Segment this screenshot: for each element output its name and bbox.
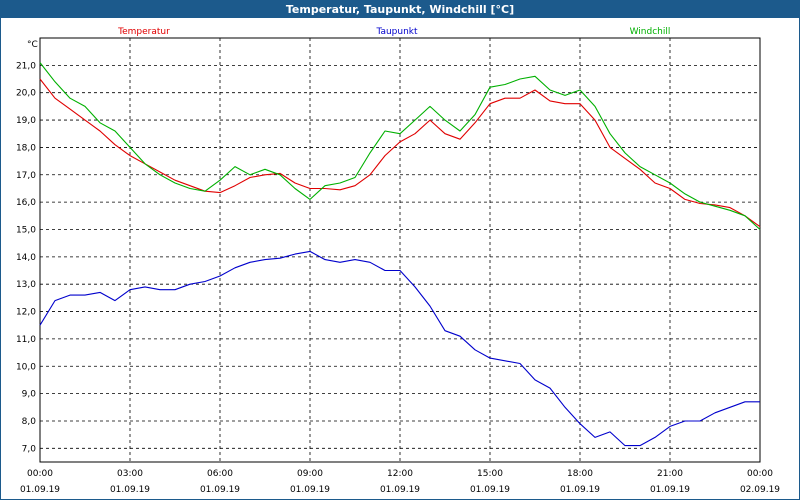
legend-entry: Taupunkt xyxy=(375,27,418,37)
y-tick-label: 11,0 xyxy=(16,335,36,345)
y-tick-label: 7,0 xyxy=(22,444,37,454)
x-tick-label: 12:00 xyxy=(387,469,413,479)
x-tick-label: 00:00 xyxy=(27,469,53,479)
x-tick-label: 06:00 xyxy=(207,469,233,479)
y-tick-label: 18,0 xyxy=(16,143,36,153)
x-tick-date-label: 01.09.19 xyxy=(110,485,150,495)
y-tick-label: 17,0 xyxy=(16,171,36,181)
x-tick-label: 03:00 xyxy=(117,469,143,479)
series-line-windchill xyxy=(39,62,761,230)
y-tick-label: 16,0 xyxy=(16,198,36,208)
x-tick-label: 18:00 xyxy=(567,469,593,479)
x-tick-date-label: 01.09.19 xyxy=(650,485,690,495)
window-title: Temperatur, Taupunkt, Windchill [°C] xyxy=(285,3,515,16)
x-tick-date-label: 01.09.19 xyxy=(470,485,510,495)
x-tick-label: 00:00 xyxy=(747,469,773,479)
x-tick-label: 15:00 xyxy=(477,469,503,479)
y-tick-label: 8,0 xyxy=(22,417,37,427)
y-tick-label: 9,0 xyxy=(22,390,37,400)
legend-entry: Windchill xyxy=(630,27,671,37)
x-tick-date-label: 01.09.19 xyxy=(560,485,600,495)
y-tick-label: 13,0 xyxy=(16,280,36,290)
x-tick-date-label: 02.09.19 xyxy=(740,485,780,495)
title-bar: Temperatur, Taupunkt, Windchill [°C] xyxy=(1,1,799,18)
x-tick-date-label: 01.09.19 xyxy=(200,485,240,495)
series-line-temperatur xyxy=(39,78,761,228)
series-line-taupunkt xyxy=(39,250,760,447)
y-tick-label: 20,0 xyxy=(16,89,36,99)
x-tick-date-label: 01.09.19 xyxy=(20,485,60,495)
x-tick-label: 09:00 xyxy=(297,469,323,479)
y-tick-label: 10,0 xyxy=(16,362,36,372)
y-axis-unit: °C xyxy=(27,40,38,50)
y-tick-label: 12,0 xyxy=(16,308,36,318)
x-tick-label: 21:00 xyxy=(657,469,683,479)
y-tick-label: 15,0 xyxy=(16,225,36,235)
y-tick-label: 21,0 xyxy=(16,61,36,71)
x-tick-date-label: 01.09.19 xyxy=(380,485,420,495)
y-tick-label: 14,0 xyxy=(16,253,36,263)
y-tick-label: 19,0 xyxy=(16,116,36,126)
legend-entry: Temperatur xyxy=(117,27,170,37)
x-tick-date-label: 01.09.19 xyxy=(290,485,330,495)
